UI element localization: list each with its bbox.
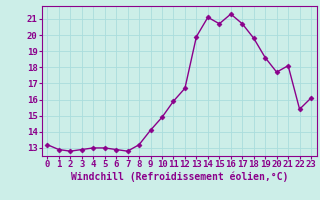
X-axis label: Windchill (Refroidissement éolien,°C): Windchill (Refroidissement éolien,°C) — [70, 172, 288, 182]
